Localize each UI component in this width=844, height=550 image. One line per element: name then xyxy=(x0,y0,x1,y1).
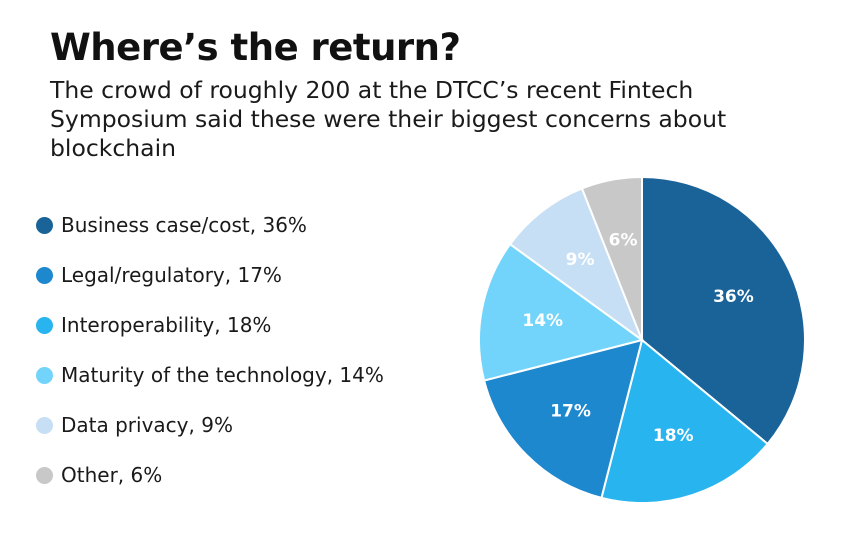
legend-swatch xyxy=(36,416,53,434)
legend-label: Interoperability, 18% xyxy=(61,313,272,337)
legend-swatch xyxy=(36,216,53,234)
chart-subtitle: The crowd of roughly 200 at the DTCC’s r… xyxy=(50,76,727,162)
pie-chart: 36% 18% 17% 14% 9% 6% xyxy=(478,175,806,504)
legend-swatch xyxy=(36,266,53,284)
slice-label-legal-regulatory: 17% xyxy=(550,401,591,421)
legend-item-data-privacy: Data privacy, 9% xyxy=(36,400,384,450)
legend-item-maturity-of-the-technology: Maturity of the technology, 14% xyxy=(36,350,384,400)
slice-label-data-privacy: 9% xyxy=(566,250,595,270)
legend-label: Maturity of the technology, 14% xyxy=(61,363,384,387)
pie-slice-interoperability xyxy=(600,338,770,504)
pie-slice-other xyxy=(580,175,643,341)
legend-swatch xyxy=(36,466,53,484)
legend-label: Data privacy, 9% xyxy=(61,413,233,437)
legend-label: Legal/regulatory, 17% xyxy=(61,263,282,287)
legend-item-interoperability: Interoperability, 18% xyxy=(36,300,384,350)
slice-label-other: 6% xyxy=(609,231,638,251)
legend: Business case/cost, 36% Legal/regulatory,… xyxy=(36,200,384,500)
pie-slice-business-case-cost xyxy=(641,175,806,446)
legend-item-business-case-cost: Business case/cost, 36% xyxy=(36,200,384,250)
slice-label-maturity-of-the-technology: 14% xyxy=(522,311,563,331)
legend-label: Other, 6% xyxy=(61,463,163,487)
legend-item-other: Other, 6% xyxy=(36,450,384,500)
legend-label: Business case/cost, 36% xyxy=(61,213,307,237)
legend-swatch xyxy=(36,366,53,384)
slice-label-business-case-cost: 36% xyxy=(713,287,754,307)
pie-slice-legal-regulatory xyxy=(482,338,644,500)
pie-slice-maturity-of-the-technology xyxy=(478,242,645,382)
chart-title: Where’s the return? xyxy=(50,26,461,69)
legend-swatch xyxy=(36,316,53,334)
legend-item-legal-regulatory: Legal/regulatory, 17% xyxy=(36,250,384,300)
pie-slice-data-privacy xyxy=(508,187,645,343)
slice-label-interoperability: 18% xyxy=(653,426,694,446)
